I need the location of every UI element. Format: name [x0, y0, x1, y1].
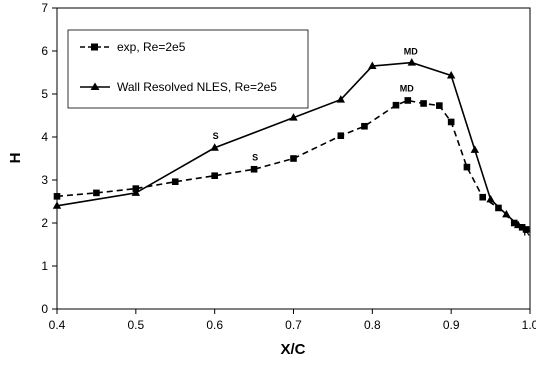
- y-tick-label: 5: [41, 87, 48, 101]
- series-line-exp: [56, 99, 527, 231]
- legend: exp, Re=2e5 Wall Resolved NLES, Re=2e5: [67, 29, 309, 109]
- y-tick-label: 0: [41, 302, 48, 316]
- annotation-s: S: [213, 131, 219, 141]
- y-tick-label: 6: [41, 44, 48, 58]
- data-point-exp: [53, 193, 61, 200]
- y-tick-label: 1: [41, 259, 48, 273]
- legend-marker-exp: [91, 43, 98, 51]
- data-point-nles: [131, 188, 141, 196]
- data-point-exp: [447, 118, 455, 126]
- axis-ticks: 0.4 0.5 0.6 0.7 0.8 0.9 1.0 0 1 2 3 4 5 6 7: [41, 1, 536, 332]
- legend-marker-nles: [90, 82, 100, 90]
- data-point-exp: [436, 102, 443, 109]
- data-point-exp: [250, 165, 258, 173]
- x-axis-title: X/C: [280, 341, 305, 358]
- annotation-r: R: [524, 227, 531, 237]
- x-tick-label: 1.0: [522, 318, 536, 332]
- y-tick-label: 3: [41, 173, 48, 187]
- data-point-exp: [510, 219, 518, 227]
- data-point-exp: [404, 97, 412, 104]
- annotation-layer: S S MD MD R: [213, 47, 531, 238]
- y-tick-label: 2: [41, 216, 48, 230]
- annotation-s: S: [252, 152, 258, 162]
- legend-box: [67, 29, 309, 109]
- data-point-nles: [502, 209, 511, 218]
- annotation-md: MD: [404, 47, 418, 57]
- data-point-exp: [522, 226, 530, 233]
- y-tick-label: 7: [41, 1, 48, 15]
- x-tick-label: 0.8: [364, 318, 381, 332]
- data-point-exp: [392, 101, 400, 109]
- series-layer: [52, 58, 530, 233]
- data-point-nles: [336, 95, 345, 103]
- data-point-nles: [52, 201, 62, 209]
- data-point-exp: [93, 189, 100, 197]
- annotation-md: MD: [400, 83, 414, 93]
- data-point-nles: [407, 58, 416, 66]
- data-point-exp: [463, 163, 471, 171]
- data-point-nles: [210, 143, 219, 151]
- data-point-exp: [337, 132, 345, 140]
- x-tick-label: 0.4: [49, 318, 66, 332]
- data-point-nles: [289, 113, 298, 121]
- data-point-nles: [470, 145, 480, 153]
- x-tick-label: 0.6: [206, 318, 223, 332]
- legend-label-exp: exp, Re=2e5: [117, 40, 186, 54]
- x-tick-label: 0.9: [443, 318, 460, 332]
- y-axis-title: H: [7, 153, 24, 164]
- data-point-exp: [518, 224, 526, 231]
- data-point-exp: [171, 178, 179, 186]
- data-point-nles: [368, 61, 377, 70]
- x-tick-label: 0.7: [285, 318, 302, 332]
- y-tick-label: 4: [41, 130, 48, 144]
- data-point-nles: [486, 194, 495, 203]
- legend-label-nles: Wall Resolved NLES, Re=2e5: [117, 80, 277, 94]
- data-point-exp: [420, 100, 427, 107]
- data-point-exp: [211, 172, 218, 179]
- x-tick-label: 0.5: [127, 318, 144, 332]
- data-point-exp: [361, 122, 368, 130]
- data-point-nles: [446, 71, 456, 79]
- data-point-nles: [513, 220, 523, 229]
- data-point-exp: [479, 193, 486, 201]
- data-point-exp: [290, 155, 297, 162]
